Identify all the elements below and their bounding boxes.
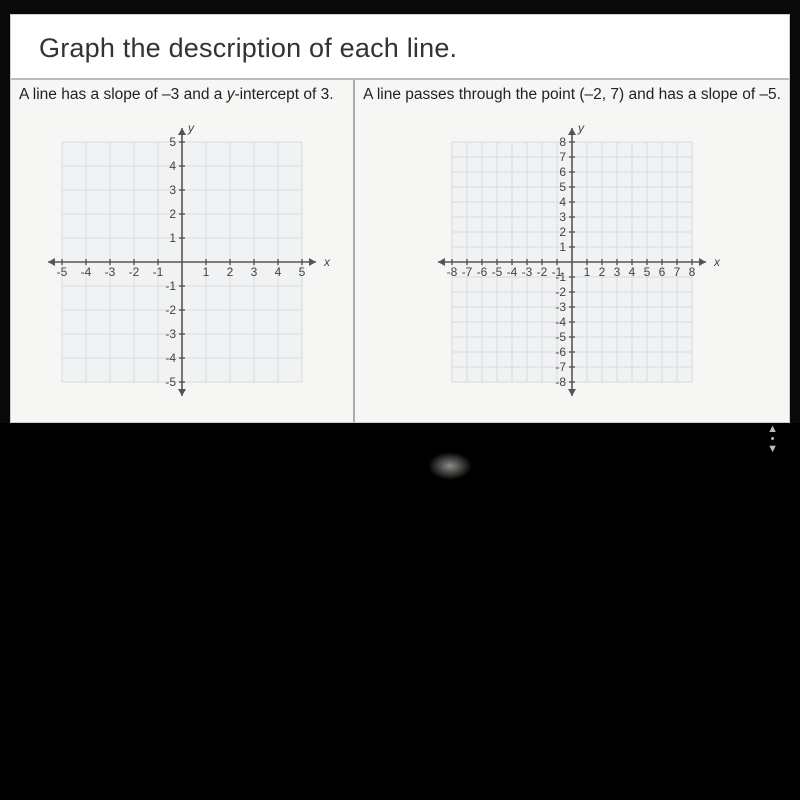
- svg-text:x: x: [713, 255, 721, 269]
- svg-text:1: 1: [169, 231, 176, 245]
- svg-text:4: 4: [169, 159, 176, 173]
- svg-text:-2: -2: [165, 303, 176, 317]
- svg-text:5: 5: [559, 180, 566, 194]
- svg-text:-2: -2: [129, 265, 140, 279]
- svg-text:-3: -3: [555, 300, 566, 314]
- svg-text:-1: -1: [555, 270, 566, 284]
- coordinate-grid-right: -8-8-7-7-6-6-5-5-4-4-3-3-2-2-1-111223344…: [422, 112, 722, 412]
- svg-text:-5: -5: [492, 265, 503, 279]
- svg-text:3: 3: [559, 210, 566, 224]
- problem-left: A line has a slope of –3 and a y -interce…: [11, 80, 353, 422]
- svg-text:8: 8: [559, 135, 566, 149]
- problems-row: A line has a slope of –3 and a y -interce…: [11, 80, 789, 422]
- svg-text:-4: -4: [555, 315, 566, 329]
- worksheet-page: Graph the description of each line. A li…: [10, 14, 790, 423]
- svg-text:6: 6: [559, 165, 566, 179]
- coordinate-grid-left: -5 -5 -4 -4 -3 -3 -2 -2 -1-1 1 1 2 2 3 3 4 4 5 5 x y: [32, 112, 332, 412]
- svg-text:3: 3: [614, 265, 621, 279]
- svg-text:5: 5: [644, 265, 651, 279]
- svg-text:-8: -8: [555, 375, 566, 389]
- photo-smudge: [428, 452, 472, 480]
- problem-left-description: A line has a slope of –3 and a y-interce…: [15, 86, 349, 112]
- svg-text:-3: -3: [522, 265, 533, 279]
- svg-text:-8: -8: [447, 265, 458, 279]
- svg-text:y: y: [577, 121, 585, 135]
- svg-text:2: 2: [169, 207, 176, 221]
- graph-wrap-left: -5 -5 -4 -4 -3 -3 -2 -2 -1-1 1 1 2 2 3 3 4 4 5 5 x y: [15, 112, 349, 412]
- svg-text:4: 4: [275, 265, 282, 279]
- problem-right-description: A line passes through the point (–2, 7) …: [359, 86, 785, 112]
- svg-text:-3: -3: [105, 265, 116, 279]
- svg-text:-4: -4: [165, 351, 176, 365]
- svg-text:-7: -7: [555, 360, 566, 374]
- photo-frame: Graph the description of each line. A li…: [0, 0, 800, 423]
- desc-text: A line passes through the point (–2, 7) …: [363, 86, 781, 103]
- page-title: Graph the description of each line.: [11, 15, 789, 80]
- svg-text:-5: -5: [57, 265, 68, 279]
- svg-text:-6: -6: [555, 345, 566, 359]
- svg-text:-4: -4: [81, 265, 92, 279]
- svg-text:-3: -3: [165, 327, 176, 341]
- svg-text:3: 3: [169, 183, 176, 197]
- svg-text:-1: -1: [165, 279, 176, 293]
- problem-right: A line passes through the point (–2, 7) …: [353, 80, 789, 422]
- svg-text:7: 7: [674, 265, 681, 279]
- svg-text:-5: -5: [165, 375, 176, 389]
- svg-text:-5: -5: [555, 330, 566, 344]
- svg-text:-6: -6: [477, 265, 488, 279]
- svg-text:4: 4: [559, 195, 566, 209]
- svg-text:1: 1: [203, 265, 210, 279]
- svg-text:-7: -7: [462, 265, 473, 279]
- desc-text: A line has a slope of –3 and a: [19, 86, 227, 103]
- svg-text:-1: -1: [153, 265, 164, 279]
- svg-text:2: 2: [599, 265, 606, 279]
- nav-arrows-icon: ▲•▼: [767, 424, 778, 454]
- svg-text:1: 1: [559, 240, 566, 254]
- desc-text: -intercept of 3.: [234, 86, 333, 103]
- svg-text:3: 3: [251, 265, 258, 279]
- graph-wrap-right: -8-8-7-7-6-6-5-5-4-4-3-3-2-2-1-111223344…: [359, 112, 785, 412]
- svg-text:5: 5: [299, 265, 306, 279]
- svg-text:y: y: [187, 121, 195, 135]
- svg-text:8: 8: [689, 265, 696, 279]
- svg-text:2: 2: [227, 265, 234, 279]
- svg-text:-2: -2: [555, 285, 566, 299]
- svg-text:4: 4: [629, 265, 636, 279]
- svg-text:-2: -2: [537, 265, 548, 279]
- svg-text:7: 7: [559, 150, 566, 164]
- svg-text:-4: -4: [507, 265, 518, 279]
- svg-text:6: 6: [659, 265, 666, 279]
- svg-text:x: x: [323, 255, 331, 269]
- svg-text:1: 1: [584, 265, 591, 279]
- svg-text:2: 2: [559, 225, 566, 239]
- svg-text:5: 5: [169, 135, 176, 149]
